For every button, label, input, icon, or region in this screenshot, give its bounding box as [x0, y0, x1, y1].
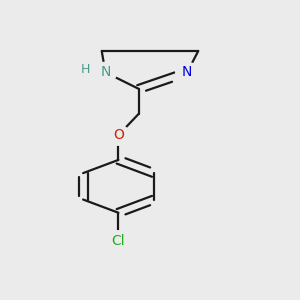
- Circle shape: [107, 125, 130, 145]
- Circle shape: [176, 62, 198, 82]
- Circle shape: [94, 62, 117, 82]
- Text: H: H: [80, 63, 90, 76]
- Text: N: N: [182, 65, 192, 80]
- Text: N: N: [100, 65, 111, 80]
- Circle shape: [107, 231, 130, 251]
- Text: Cl: Cl: [112, 234, 125, 248]
- Text: O: O: [113, 128, 124, 142]
